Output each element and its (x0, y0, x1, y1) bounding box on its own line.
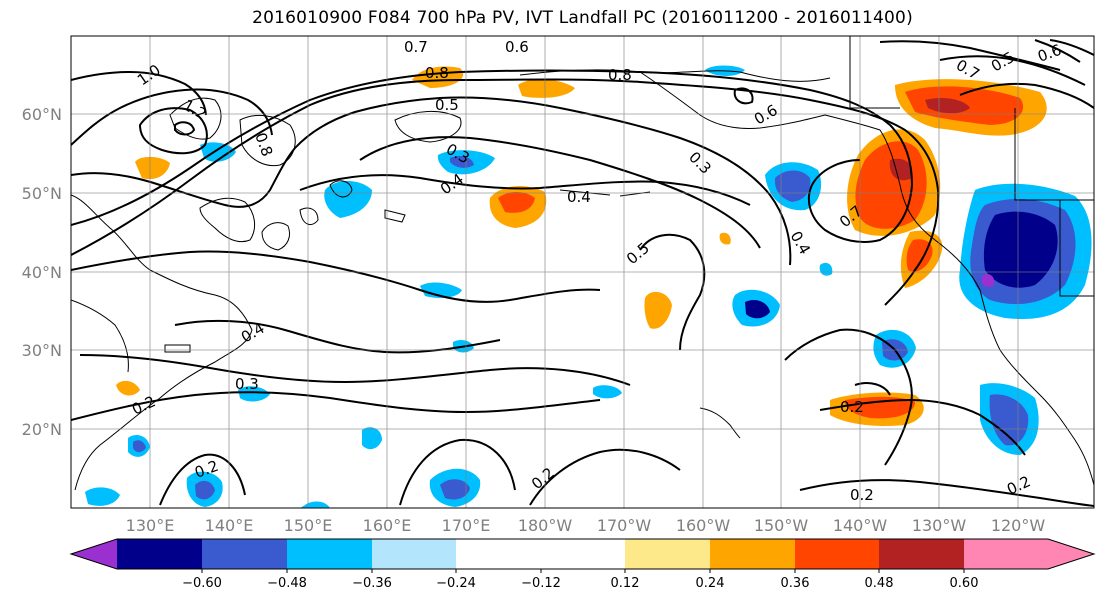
colorbar-tick-label: 0.36 (781, 576, 810, 591)
lon-label: 160°W (676, 516, 731, 535)
lon-label: 140°E (205, 516, 254, 535)
colorbar-segment (287, 539, 372, 569)
contour-label: 0.5 (435, 96, 459, 114)
colorbar-tick-label: −0.12 (521, 576, 561, 591)
colorbar-segment (710, 539, 795, 569)
contour-label: 0.2 (528, 464, 558, 493)
colorbar-tick-label: −0.60 (182, 576, 222, 591)
lon-label: 150°E (284, 516, 333, 535)
colorbar-segment (541, 539, 625, 569)
lon-label: 170°E (442, 516, 491, 535)
pv-contours (71, 39, 1094, 507)
contour-label: 0.2 (840, 398, 864, 416)
contour-label: 0.2 (850, 486, 874, 504)
lon-label: 170°W (597, 516, 652, 535)
contour-label: 1.2 (180, 96, 210, 124)
colorbar-segment (372, 539, 456, 569)
lon-label: 150°W (754, 516, 809, 535)
lat-label: 40°N (22, 263, 62, 282)
contour-label: 0.5 (988, 48, 1018, 76)
colorbar-tick-label: 0.12 (611, 576, 640, 591)
contour-label: 0.7 (953, 56, 983, 84)
contour-label: 0.6 (1035, 41, 1064, 66)
colorbar-tick-label: −0.24 (436, 576, 476, 591)
colorbar-tick-label: −0.36 (352, 576, 392, 591)
contour-label: 0.8 (425, 64, 449, 82)
colorbar-extend-min (71, 539, 117, 569)
shaded-anomalies (85, 65, 1092, 508)
contour-label: 0.6 (751, 101, 781, 129)
contour-label: 0.4 (567, 188, 591, 206)
colorbar-segment (795, 539, 879, 569)
contour-label: 1.0 (134, 61, 164, 89)
map-title: 2016010900 F084 700 hPa PV, IVT Landfall… (252, 8, 913, 28)
lon-label: 130°W (912, 516, 967, 535)
lat-label: 30°N (22, 341, 62, 360)
lat-label: 20°N (22, 420, 62, 439)
lon-label: 160°E (363, 516, 412, 535)
colorbar-tick-label: 0.48 (865, 576, 894, 591)
contour-label: 0.2 (129, 392, 158, 418)
contour-label: 0.6 (505, 38, 529, 56)
longitude-labels: 130°E 140°E 150°E 160°E 170°E 180°W 170°… (126, 516, 1046, 535)
lon-label: 140°W (833, 516, 888, 535)
colorbar-tick-label: 0.60 (950, 576, 979, 591)
contour-label: 0.2 (1004, 472, 1033, 498)
lon-label: 180°W (518, 516, 573, 535)
colorbar-segment (625, 539, 710, 569)
lat-label: 60°N (22, 105, 62, 124)
colorbar: −0.60 −0.48 −0.36 −0.24 −0.12 0.12 0.24 … (69, 538, 1096, 591)
map-frame (70, 35, 1095, 509)
colorbar-segment (456, 539, 541, 569)
colorbar-extend-max (1048, 539, 1094, 569)
contour-label: 0.5 (623, 239, 653, 268)
colorbar-tick-label: 0.24 (696, 576, 725, 591)
lon-label: 120°W (991, 516, 1046, 535)
colorbar-segment (879, 539, 964, 569)
contour-label: 0.8 (608, 66, 632, 84)
contour-label: 0.3 (685, 148, 715, 178)
lat-label: 50°N (22, 184, 62, 203)
colorbar-tick-label: −0.48 (267, 576, 307, 591)
colorbar-segment (202, 539, 287, 569)
contour-label: 0.4 (238, 319, 268, 347)
contour-label: 0.3 (235, 375, 259, 393)
lon-label: 130°E (126, 516, 175, 535)
latitude-labels: 60°N 50°N 40°N 30°N 20°N (22, 105, 62, 439)
colorbar-segment (964, 539, 1048, 569)
contour-label: 0.7 (404, 38, 428, 56)
colorbar-segment (117, 539, 202, 569)
gridlines (71, 36, 1094, 508)
